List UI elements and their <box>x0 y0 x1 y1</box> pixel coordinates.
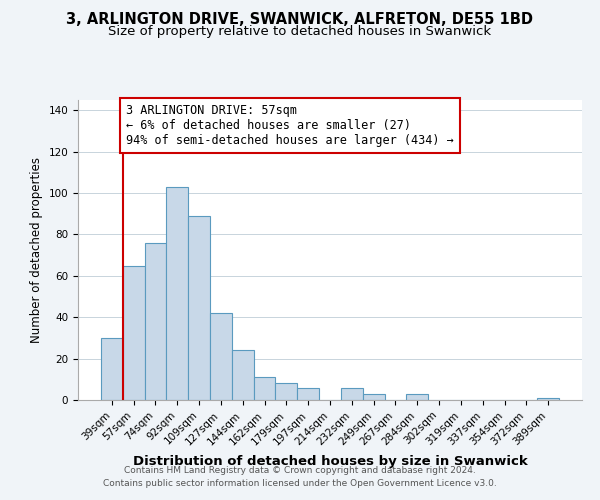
Text: Size of property relative to detached houses in Swanwick: Size of property relative to detached ho… <box>109 25 491 38</box>
Bar <box>254 377 275 400</box>
Bar <box>188 216 210 400</box>
Bar <box>123 266 145 400</box>
Bar <box>406 394 428 400</box>
Bar <box>363 394 385 400</box>
Bar <box>232 350 254 400</box>
Bar <box>145 243 166 400</box>
Bar <box>166 187 188 400</box>
Bar <box>275 384 297 400</box>
Bar <box>101 338 123 400</box>
Text: Contains HM Land Registry data © Crown copyright and database right 2024.
Contai: Contains HM Land Registry data © Crown c… <box>103 466 497 487</box>
Bar <box>297 388 319 400</box>
Text: 3, ARLINGTON DRIVE, SWANWICK, ALFRETON, DE55 1BD: 3, ARLINGTON DRIVE, SWANWICK, ALFRETON, … <box>67 12 533 28</box>
Text: 3 ARLINGTON DRIVE: 57sqm
← 6% of detached houses are smaller (27)
94% of semi-de: 3 ARLINGTON DRIVE: 57sqm ← 6% of detache… <box>126 104 454 147</box>
Bar <box>341 388 363 400</box>
X-axis label: Distribution of detached houses by size in Swanwick: Distribution of detached houses by size … <box>133 455 527 468</box>
Y-axis label: Number of detached properties: Number of detached properties <box>30 157 43 343</box>
Bar <box>537 398 559 400</box>
Bar <box>210 313 232 400</box>
